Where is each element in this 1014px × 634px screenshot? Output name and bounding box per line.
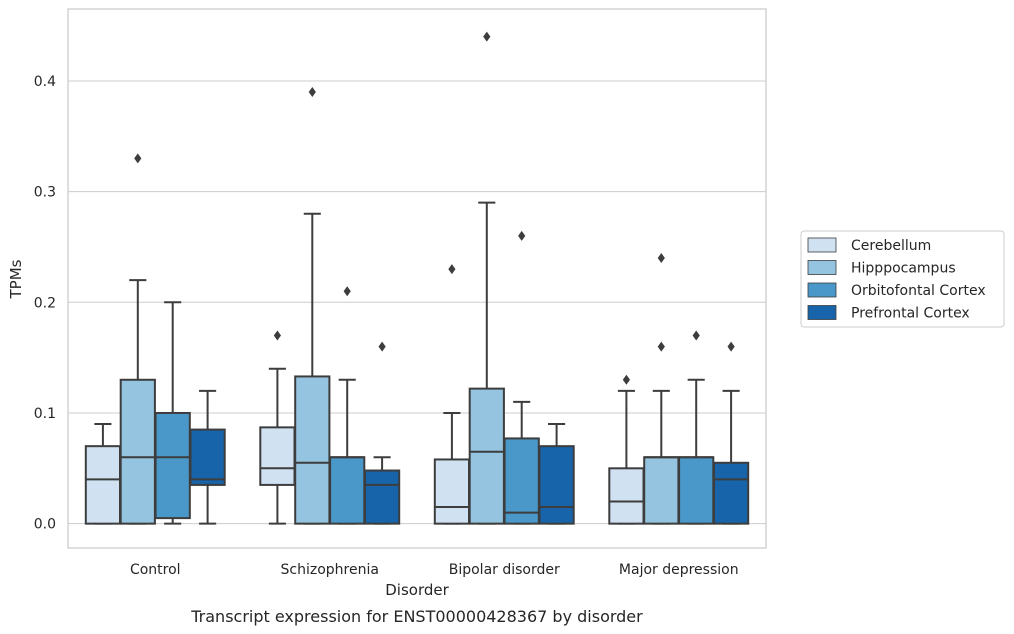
outlier-point — [727, 341, 735, 352]
box-iqr — [678, 456, 715, 525]
box-cerebellum — [433, 264, 471, 525]
legend-swatch — [807, 282, 837, 298]
y-tick-label: 0.3 — [34, 185, 56, 201]
legend-label: Orbitofontal Cortex — [851, 283, 986, 299]
box-iqr — [154, 411, 191, 520]
box-orbitofontal-cortex — [154, 301, 191, 525]
plot-area-frame — [67, 8, 767, 549]
box-hipppocampus — [643, 253, 680, 525]
box-cerebellum — [608, 374, 645, 525]
box-prefrontal-cortex — [538, 423, 575, 525]
box-iqr — [259, 426, 296, 486]
outlier-point — [622, 374, 630, 385]
x-axis-label: Disorder — [385, 581, 449, 599]
y-tick-label: 0.1 — [34, 406, 56, 422]
box-iqr — [294, 375, 331, 525]
box-cerebellum — [259, 330, 296, 525]
box-group-schizophrenia — [259, 87, 401, 525]
box-hipppocampus — [119, 153, 156, 525]
legend: Cerebellum Hipppocampus Orbitofontal Corte… — [800, 230, 1005, 328]
x-axis-ticks: Control Schizophrenia Bipolar disorder Majo… — [130, 562, 739, 578]
outlier-point — [518, 230, 526, 241]
outlier-point — [657, 341, 665, 352]
box-hipppocampus — [468, 31, 505, 525]
chart-caption: Transcript expression for ENST0000042836… — [190, 607, 643, 626]
box-iqr — [643, 456, 680, 525]
y-tick-label: 0.0 — [34, 517, 56, 533]
y-tick-label: 0.2 — [34, 295, 56, 311]
outlier-point — [343, 286, 351, 297]
legend-label: Prefrontal Cortex — [851, 306, 970, 322]
outlier-point — [483, 31, 491, 42]
outlier-point — [273, 330, 281, 341]
box-hipppocampus — [294, 87, 331, 525]
y-tick-label: 0.4 — [34, 74, 56, 90]
x-tick-label: Control — [130, 562, 181, 578]
box-iqr — [433, 458, 471, 525]
legend-swatch — [807, 305, 837, 320]
legend-frame — [800, 230, 1005, 328]
box-iqr — [608, 467, 645, 525]
box-group-bipolar-disorder — [433, 31, 575, 525]
legend-label: Hipppocampus — [851, 261, 956, 277]
box-group-major-depression — [608, 253, 750, 525]
outlier-point — [657, 253, 665, 264]
y-axis-ticks: 0.0 0.1 0.2 0.3 0.4 — [34, 74, 56, 533]
box-prefrontal-cortex — [363, 341, 401, 525]
outlier-point — [308, 87, 316, 98]
box-group-control — [84, 153, 226, 525]
outlier-point — [448, 264, 456, 275]
box-orbitofontal-cortex — [503, 230, 540, 525]
box-iqr — [329, 456, 366, 525]
box-iqr — [538, 445, 575, 525]
outlier-point — [378, 341, 386, 352]
legend-label: Cerebellum — [851, 238, 931, 254]
box-groups — [84, 31, 750, 525]
x-tick-label: Schizophrenia — [281, 562, 379, 578]
box-iqr — [189, 428, 226, 486]
box-prefrontal-cortex — [712, 341, 750, 525]
box-orbitofontal-cortex — [329, 286, 366, 525]
outlier-point — [692, 330, 700, 341]
box-prefrontal-cortex — [189, 389, 226, 525]
box-iqr — [84, 445, 122, 525]
box-iqr — [503, 437, 540, 525]
legend-swatch — [807, 260, 837, 275]
outlier-point — [134, 153, 142, 164]
box-iqr — [712, 461, 750, 525]
box-orbitofontal-cortex — [678, 330, 715, 525]
y-axis-label: TPMs — [7, 259, 25, 299]
box-cerebellum — [84, 423, 122, 525]
box-iqr — [468, 387, 505, 525]
box-iqr — [363, 469, 401, 525]
box-iqr — [119, 378, 156, 525]
x-tick-label: Major depression — [619, 562, 739, 578]
legend-swatch — [807, 237, 837, 253]
x-tick-label: Bipolar disorder — [449, 562, 560, 578]
